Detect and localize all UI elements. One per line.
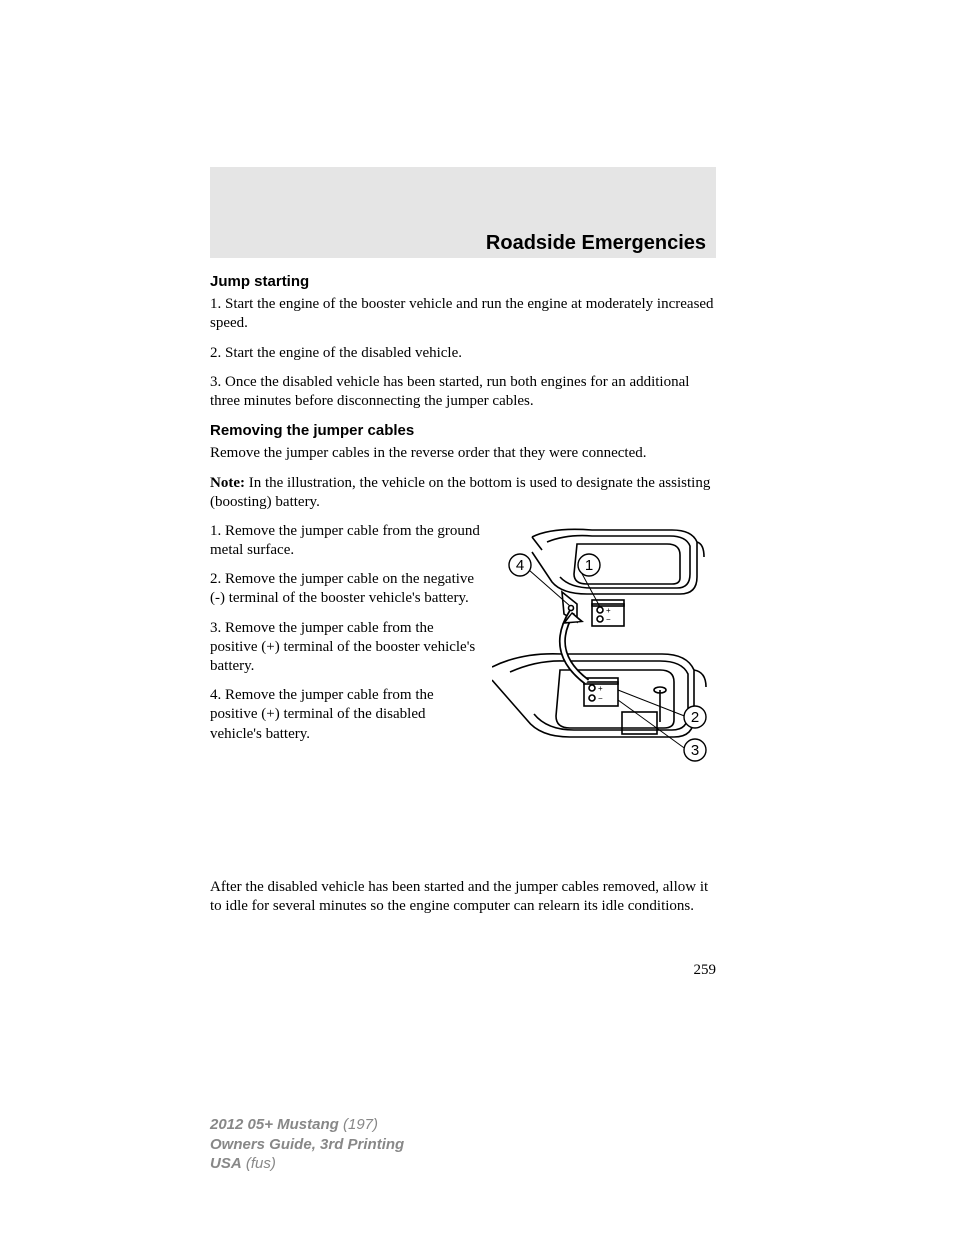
remove-step-1: 1. Remove the jumper cable from the grou… (210, 522, 480, 560)
diagram-column: + − + (492, 522, 716, 818)
remove-steps-column: 1. Remove the jumper cable from the grou… (210, 522, 480, 818)
remove-heading: Removing the jumper cables (210, 421, 716, 440)
jump-step-1: 1. Start the engine of the booster vehic… (210, 295, 716, 333)
footer-suffix: (fus) (242, 1155, 276, 1172)
note-label: Note: (210, 475, 245, 491)
diagram-label-3: 3 (691, 742, 699, 759)
page-content: Jump starting 1. Start the engine of the… (210, 272, 716, 926)
diagram-label-4: 4 (516, 557, 524, 574)
note-body: In the illustration, the vehicle on the … (210, 475, 710, 510)
jump-step-2: 2. Start the engine of the disabled vehi… (210, 344, 716, 363)
two-column-region: 1. Remove the jumper cable from the grou… (210, 522, 716, 818)
footer-code: (197) (339, 1116, 378, 1133)
svg-text:−: − (606, 615, 611, 624)
diagram-label-1: 1 (585, 557, 593, 574)
footer-line-2: Owners Guide, 3rd Printing (210, 1135, 716, 1155)
footer-line-3: USA (fus) (210, 1154, 716, 1174)
svg-text:+: + (606, 606, 611, 615)
footer-region: USA (210, 1155, 242, 1172)
jump-heading: Jump starting (210, 272, 716, 291)
remove-step-2: 2. Remove the jumper cable on the negati… (210, 570, 480, 608)
svg-text:−: − (598, 694, 603, 703)
footer-model: 2012 05+ Mustang (210, 1116, 339, 1133)
diagram-label-2: 2 (691, 709, 699, 726)
remove-step-4: 4. Remove the jumper cable from the posi… (210, 686, 480, 744)
footer-block: 2012 05+ Mustang (197) Owners Guide, 3rd… (210, 1115, 716, 1174)
section-title: Roadside Emergencies (210, 232, 716, 255)
footer-line-1: 2012 05+ Mustang (197) (210, 1115, 716, 1135)
closing-paragraph: After the disabled vehicle has been star… (210, 878, 716, 916)
page-number: 259 (210, 962, 716, 979)
jumper-cable-diagram: + − + (492, 522, 712, 812)
remove-step-3: 3. Remove the jumper cable from the posi… (210, 619, 480, 677)
remove-intro: Remove the jumper cables in the reverse … (210, 444, 716, 463)
remove-note: Note: In the illustration, the vehicle o… (210, 474, 716, 512)
jump-step-3: 3. Once the disabled vehicle has been st… (210, 373, 716, 411)
svg-text:+: + (598, 684, 603, 693)
